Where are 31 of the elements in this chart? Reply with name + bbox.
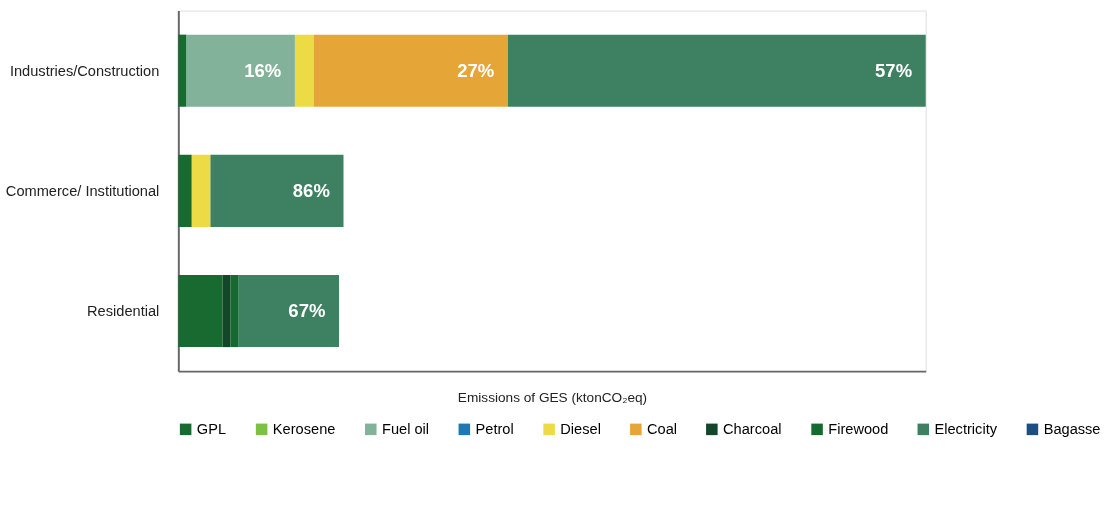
legend-label: Charcoal bbox=[723, 421, 782, 438]
bar bbox=[222, 275, 231, 348]
y-tick-label: Industries/Construction bbox=[9, 62, 160, 79]
bar bbox=[238, 275, 340, 348]
annotation: 67% bbox=[288, 299, 326, 321]
legend-label: Fuel oil bbox=[381, 421, 430, 438]
bar bbox=[178, 154, 192, 227]
legend-label: Petrol bbox=[475, 421, 514, 438]
legend-label: Coal bbox=[647, 421, 678, 438]
y-tick-label: Commerce/ Institutional bbox=[5, 182, 160, 199]
legend-label: Electricity bbox=[934, 421, 998, 438]
bar bbox=[186, 34, 295, 107]
annotation: 27% bbox=[457, 59, 495, 81]
bar bbox=[210, 154, 344, 227]
legend-label: Kerosene bbox=[272, 421, 336, 438]
bar bbox=[191, 154, 211, 227]
annotation: 57% bbox=[875, 59, 913, 81]
y-tick-label: Residential bbox=[87, 302, 160, 319]
bar bbox=[294, 34, 314, 107]
bar bbox=[178, 34, 187, 107]
bar bbox=[313, 34, 508, 107]
legend-label: GPL bbox=[196, 421, 227, 438]
legend-label: Diesel bbox=[560, 421, 601, 438]
bar bbox=[178, 275, 223, 348]
annotation: 86% bbox=[292, 179, 330, 201]
bar bbox=[230, 275, 239, 348]
annotation: 16% bbox=[244, 59, 282, 81]
x-axis-title: Emissions of GES (ktonCO₂eq) bbox=[457, 389, 648, 405]
legend-label: Bagasse bbox=[1043, 421, 1101, 438]
bar bbox=[507, 34, 926, 107]
legend-label: Firewood bbox=[828, 421, 889, 438]
